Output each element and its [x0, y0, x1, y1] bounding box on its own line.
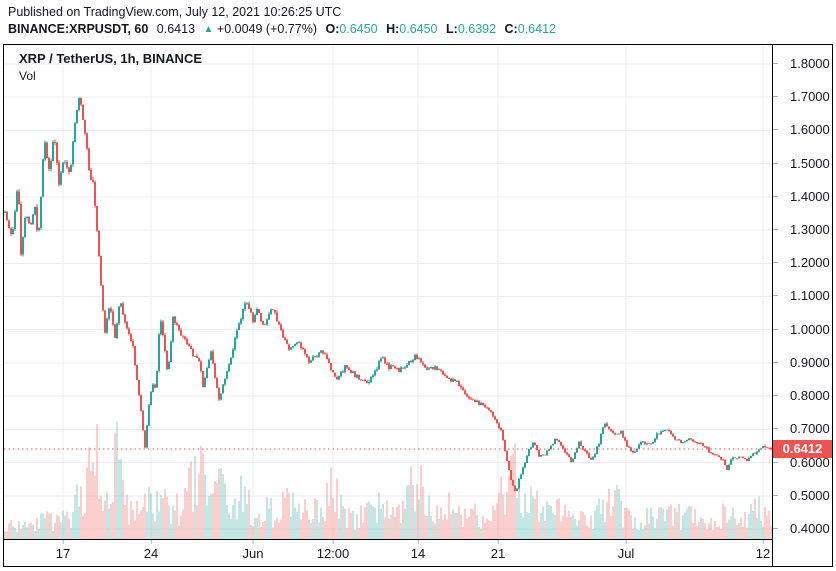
price-tick-label: 0.6000 [773, 455, 832, 470]
price-tick-label: 1.6000 [773, 122, 832, 137]
low-label: L: [446, 22, 458, 36]
price-tick-label: 1.3000 [773, 222, 832, 237]
chart-title: XRP / TetherUS, 1h, BINANCE [19, 51, 202, 66]
time-tick-label: 12:00 [316, 540, 350, 561]
time-tick-label: 17 [55, 540, 71, 561]
price-axis[interactable]: 1.8000 1.7000 1.6000 1.5000 1.4000 1.3000 1.20… [772, 45, 832, 566]
chart-frame: XRP / TetherUS, 1h, BINANCE Vol 1.8000 1.… [3, 44, 833, 567]
close-label: C: [504, 22, 518, 36]
time-tick-label: 21 [490, 540, 506, 561]
up-arrow-icon: ▲ [203, 24, 214, 35]
price-tick-label: 0.5000 [773, 488, 832, 503]
price-tick-label: 1.1000 [773, 288, 832, 303]
price-tick-label: 0.9000 [773, 355, 832, 370]
close-value: 0.6412 [517, 22, 556, 36]
last-price-axis-label: 0.6412 [773, 439, 832, 458]
published-line: Published on TradingView.com, July 12, 2… [8, 5, 342, 19]
price-tick-label: 1.7000 [773, 89, 832, 104]
time-tick-label: 12 [755, 540, 771, 561]
price-tick-label: 1.5000 [773, 156, 832, 171]
high-value: 0.6450 [399, 22, 438, 36]
last-price-value: 0.6413 [156, 22, 196, 36]
price-tick-label: 0.8000 [773, 388, 832, 403]
price-tick-label: 1.4000 [773, 189, 832, 204]
price-tick-label: 1.0000 [773, 322, 832, 337]
price-tick-label: 1.8000 [773, 56, 832, 71]
time-tick-label: 24 [143, 540, 159, 561]
low-value: 0.6392 [457, 22, 497, 36]
time-tick-label: 14 [410, 540, 426, 561]
symbol-name: BINANCE:XRPUSDT, 60 [8, 22, 149, 36]
time-tick-label: Jul [617, 540, 635, 561]
volume-indicator-label: Vol [19, 69, 36, 83]
time-tick-label: Jun [242, 540, 264, 561]
price-change: +0.0049 (+0.77%) [216, 22, 317, 36]
price-tick-label: 1.2000 [773, 255, 832, 270]
snapshot-header: Published on TradingView.com, July 12, 2… [8, 4, 556, 38]
open-label: O: [325, 22, 340, 36]
high-label: H: [386, 22, 400, 36]
price-tick-label: 0.7000 [773, 421, 832, 436]
chart-pane[interactable]: XRP / TetherUS, 1h, BINANCE Vol [4, 45, 772, 539]
price-tick-label: 0.4000 [773, 521, 832, 536]
open-value: 0.6450 [339, 22, 378, 36]
time-axis[interactable]: 17 24 Jun 12:00 14 21 Jul 12 [4, 539, 772, 566]
symbol-status-line: BINANCE:XRPUSDT, 60 0.6413 ▲ +0.0049 (+0… [8, 21, 556, 38]
candlestick-plot [4, 45, 772, 539]
